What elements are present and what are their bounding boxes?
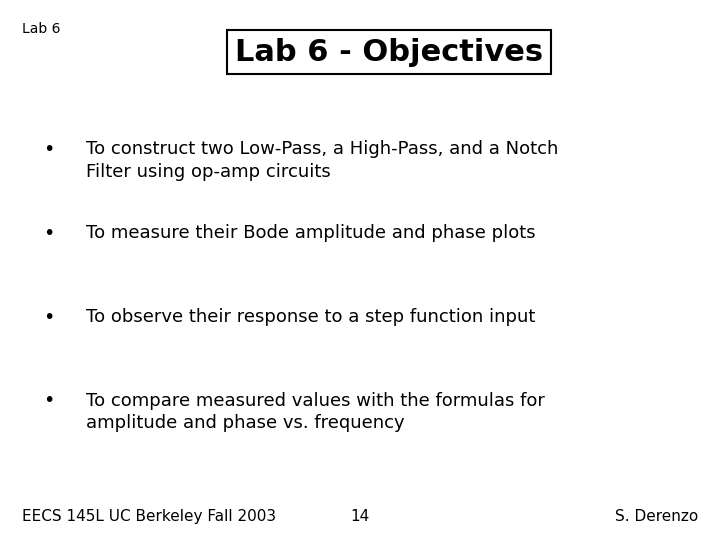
Text: Lab 6 - Objectives: Lab 6 - Objectives — [235, 38, 543, 67]
Text: To compare measured values with the formulas for
amplitude and phase vs. frequen: To compare measured values with the form… — [86, 392, 545, 433]
Text: EECS 145L UC Berkeley Fall 2003: EECS 145L UC Berkeley Fall 2003 — [22, 509, 276, 524]
Text: •: • — [43, 140, 55, 159]
Text: •: • — [43, 308, 55, 327]
Text: To construct two Low-Pass, a High-Pass, and a Notch
Filter using op-amp circuits: To construct two Low-Pass, a High-Pass, … — [86, 140, 559, 181]
Text: Lab 6: Lab 6 — [22, 22, 60, 36]
Text: To observe their response to a step function input: To observe their response to a step func… — [86, 308, 536, 326]
Text: •: • — [43, 392, 55, 410]
Text: S. Derenzo: S. Derenzo — [615, 509, 698, 524]
Text: •: • — [43, 224, 55, 243]
Text: 14: 14 — [351, 509, 369, 524]
Text: To measure their Bode amplitude and phase plots: To measure their Bode amplitude and phas… — [86, 224, 536, 242]
